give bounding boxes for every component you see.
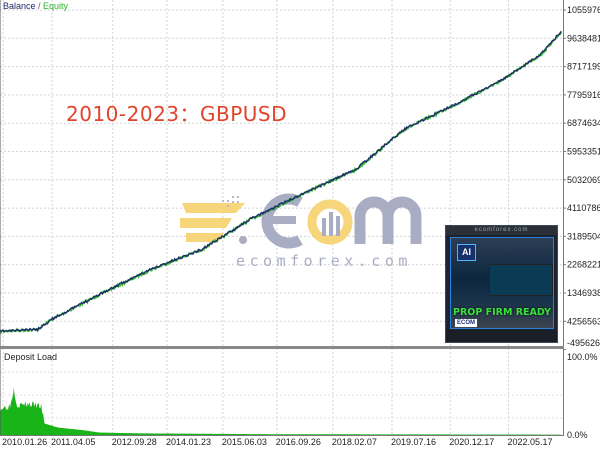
y-tick-label: 4256563 [567,316,600,326]
ai-badge-icon: AI [457,244,476,261]
legend-balance: Balance [3,1,36,11]
y-tick-label: 1055976 [567,5,600,15]
y-tick-label: 6874634 [567,118,600,128]
deposit-load-tick-label: 100.0% [567,352,598,362]
x-tick-label: 2011.04.05 [51,437,95,447]
x-tick-label: 2010.01.26 [2,437,47,447]
legend-separator: / [36,1,44,11]
y-tick-label: 1346938 [567,288,600,298]
ad-headline: PROP FIRM READY [453,307,551,318]
y-tick-label: 5953351 [567,147,600,157]
x-tick-label: 2016.09.26 [276,437,321,447]
x-tick-label: 2020.12.17 [449,437,494,447]
deposit-load-area [0,387,562,435]
deposit-load-tick-label: 0.0% [567,430,588,440]
x-tick-label: 2019.07.16 [391,437,436,447]
x-tick-label: 2022.05.17 [507,437,552,447]
y-tick-label: 3189504 [567,231,600,241]
y-tick-label: 5032069 [567,175,600,185]
x-tick-label: 2012.09.28 [112,437,157,447]
curves [0,30,563,435]
watermark-text: ecomforex.com [236,252,412,270]
y-tick-label: 7795916 [567,90,600,100]
ad-logo: ECOM [455,319,477,327]
legend-equity: Equity [43,1,69,11]
x-tick-label: 2018.02.07 [332,437,377,447]
ad-site: ecomforex.com [446,226,557,235]
ecom-watermark-logo: ecomforex.com [180,193,422,270]
balance-line [0,30,562,334]
y-tick-label: -4956263 [567,338,600,348]
y-tick-label: 4110786 [567,203,600,213]
x-tick-label: 2015.06.03 [222,437,267,447]
ad-image: AI PROP FIRM READY ECOM [450,237,554,329]
deposit-load-title: Deposit Load [4,352,57,362]
x-tick-label: 2014.01.23 [166,437,211,447]
y-tick-label: 2268221 [567,260,600,270]
monitor-image [489,264,553,296]
overlay-title: 2010-2023：GBPUSD [66,102,288,126]
y-axis-labels: 1055976 9638481 8717199 7795916 6874634 59533… [563,5,600,440]
ad-thumbnail[interactable]: ecomforex.com AI PROP FIRM READY ECOM [445,225,558,343]
svg-text:Balance / Equity: Balance / Equity [3,1,69,11]
y-tick-label: 9638481 [567,33,600,43]
ad-toolbar [446,330,557,342]
x-axis-labels: 2010.01.26 2011.04.05 2012.09.28 2014.01.23… [2,437,552,447]
y-tick-label: 8717199 [567,62,600,72]
panel-separator[interactable] [0,346,564,349]
